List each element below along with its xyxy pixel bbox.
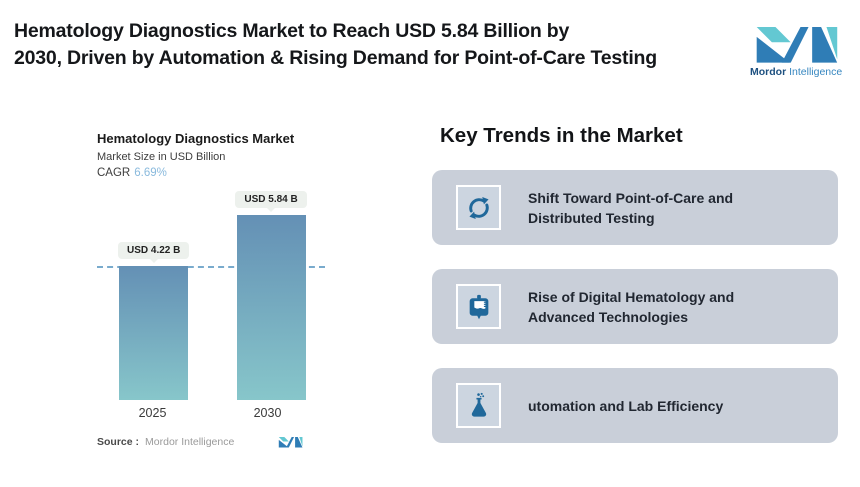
trend-card-point-of-care: Shift Toward Point-of-Care and Distribut… (432, 170, 838, 245)
cagr-value: 6.69% (134, 167, 167, 179)
x-tick-label: 2025 (138, 406, 167, 420)
bar-value-badge: USD 5.84 B (235, 191, 307, 208)
icon-tile (456, 185, 501, 230)
trend-card-digital-hematology: Rise of Digital Hematology and Advanced … (432, 269, 838, 344)
cycle-arrows-icon (468, 196, 489, 219)
bar-column: USD 5.84 B (235, 191, 307, 400)
bar-column: USD 4.22 B (118, 242, 190, 400)
mordor-intelligence-mini-logo-icon (278, 436, 303, 448)
mordor-intelligence-logo-icon (754, 25, 839, 63)
page-title: Hematology Diagnostics Market to Reach U… (14, 18, 734, 72)
trend-card-automation: utomation and Lab Efficiency (432, 368, 838, 443)
blood-bag-icon (469, 294, 488, 319)
trends-heading: Key Trends in the Market (440, 124, 683, 147)
bar-value-badge: USD 4.22 B (118, 242, 190, 259)
cagr-label: CAGR (97, 167, 131, 179)
bar-chart: USD 4.22 B USD 5.84 B 2025 2030 (97, 191, 327, 420)
icon-tile (456, 284, 501, 329)
flask-icon (471, 392, 486, 417)
bar-2030 (236, 215, 306, 400)
reference-dash-line (97, 266, 325, 268)
brand-name-bold: Mordor (750, 66, 787, 78)
trend-text: Rise of Digital Hematology and Advanced … (528, 288, 735, 325)
key-trends-panel: Key Trends in the Market Shift Toward Po… (432, 124, 838, 443)
market-chart-panel: Hematology Diagnostics Market Market Siz… (97, 131, 337, 448)
brand-name: Mordor Intelligence (750, 66, 842, 78)
source-value: Mordor Intelligence (145, 436, 235, 448)
brand-name-regular: Intelligence (789, 66, 843, 78)
x-labels: 2025 2030 (118, 406, 327, 420)
source-label: Source : (97, 436, 140, 448)
brand-logo: Mordor Intelligence (750, 25, 842, 78)
x-tick-label: 2030 (253, 406, 282, 420)
source-row: Source : Mordor Intelligence (97, 436, 303, 448)
bars: USD 4.22 B USD 5.84 B (118, 191, 327, 400)
page-title-line2: 2030, Driven by Automation & Rising Dema… (14, 47, 657, 69)
chart-cagr: CAGR 6.69% (97, 167, 337, 179)
bar-2025 (119, 266, 189, 400)
trend-text: Shift Toward Point-of-Care and Distribut… (528, 189, 734, 226)
page-title-line1: Hematology Diagnostics Market to Reach U… (14, 20, 570, 42)
trend-text: utomation and Lab Efficiency (528, 397, 724, 414)
chart-subtitle: Market Size in USD Billion (97, 151, 226, 163)
icon-tile (456, 383, 501, 428)
chart-title: Hematology Diagnostics Market (97, 131, 295, 146)
